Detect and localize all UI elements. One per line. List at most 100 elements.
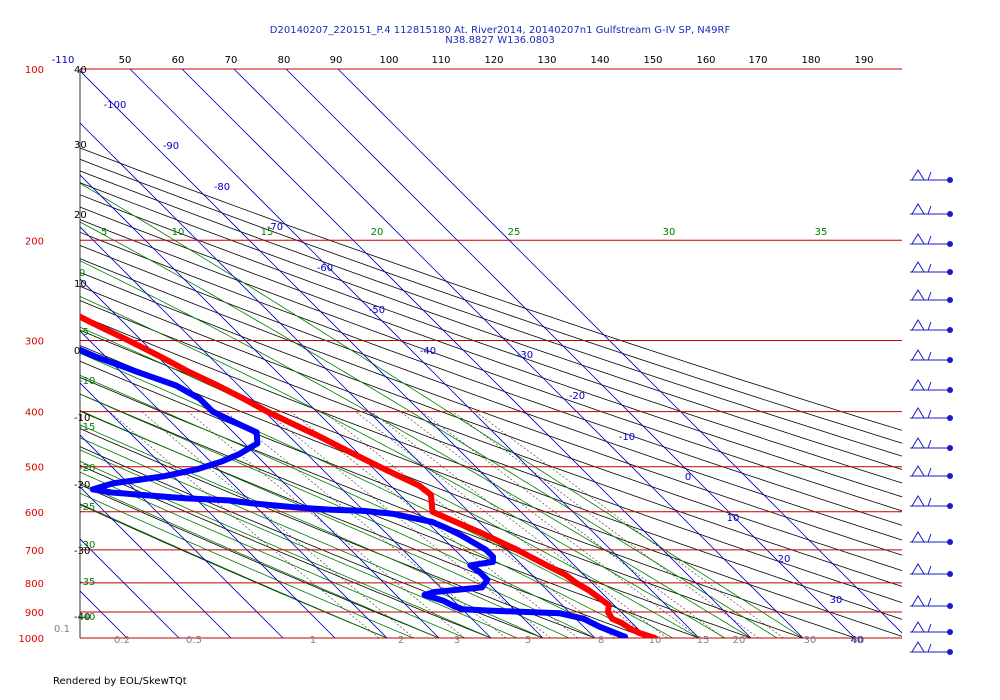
- top-axis-tick-label: 70: [225, 55, 238, 66]
- top-axis-tick-label: 60: [172, 55, 185, 66]
- moist-adiabat-line: [80, 482, 440, 638]
- dewpoint-point: [56, 338, 62, 344]
- dewpoint-point: [490, 554, 496, 560]
- top-axis-tick-label: 170: [748, 55, 767, 66]
- moist-adiabat-label: -15: [79, 422, 95, 433]
- moist-adiabat-line: [80, 260, 752, 638]
- temperature-point: [586, 587, 592, 594]
- dewpoint-point: [431, 589, 438, 595]
- isotherm-label: -80: [214, 182, 230, 193]
- dewpoint-point: [440, 597, 447, 604]
- dry-adiabat-line: [80, 271, 902, 572]
- isotherm-line: [80, 382, 336, 638]
- wind-barb: [910, 437, 953, 451]
- dry-adiabat-label: 0: [74, 346, 80, 357]
- temperature-point: [514, 547, 521, 553]
- temperature-trace: [80, 313, 658, 638]
- temperature-point: [475, 528, 481, 535]
- dry-adiabat-label: 40: [74, 65, 87, 76]
- dewpoint-point: [390, 511, 396, 517]
- isotherm-line: [337, 69, 902, 634]
- moist-adiabat-line: [80, 393, 622, 638]
- theta-e-label: 5: [101, 227, 107, 238]
- moist-adiabat-line: [80, 503, 388, 638]
- dewpoint-point: [451, 603, 458, 610]
- isotherm-label: 20: [778, 554, 791, 565]
- pressure-tick-label: 1000: [19, 634, 44, 645]
- mixing-ratio-line: [370, 411, 668, 638]
- temperature-point: [125, 337, 132, 344]
- dry-adiabat-line: [80, 147, 902, 431]
- dry-adiabat-line: [80, 484, 441, 638]
- top-axis-tick-label: 120: [484, 55, 503, 66]
- isotherm-line: [233, 69, 804, 638]
- dewpoint-point: [361, 508, 367, 514]
- moist-adiabat-line: [80, 424, 570, 638]
- dry-adiabat-line: [80, 258, 902, 556]
- dewpoint-point: [524, 609, 531, 615]
- mixing-ratio-label: 3: [454, 635, 460, 646]
- dewpoint-point: [236, 451, 243, 457]
- isotherm-label: -60: [317, 263, 333, 274]
- isotherm-label: -40: [420, 346, 436, 357]
- top-axis-tick-label: 160: [696, 55, 715, 66]
- wind-barb: [910, 349, 953, 363]
- temperature-point: [429, 509, 436, 515]
- temperature-point: [626, 625, 632, 631]
- dewpoint-point: [429, 519, 435, 525]
- temperature-point: [90, 320, 96, 327]
- dry-adiabat-label: 20: [74, 210, 87, 221]
- moist-adiabat-line: [80, 326, 700, 638]
- dewpoint-point: [108, 489, 115, 496]
- isotherm-label: -10: [619, 432, 635, 443]
- dewpoint-point: [253, 429, 260, 436]
- dewpoint-point: [295, 504, 302, 511]
- dewpoint-point: [421, 592, 428, 598]
- dry-adiabat-label: 10: [74, 279, 87, 290]
- chart-location: N38.8827 W136.0803: [445, 35, 555, 46]
- wind-barb: [910, 203, 953, 217]
- dewpoint-point: [484, 576, 491, 583]
- mixing-ratio-label: 5: [525, 635, 531, 646]
- dewpoint-point: [596, 623, 602, 630]
- isotherm-label: -30: [517, 350, 533, 361]
- isotherm-line: [80, 122, 596, 638]
- dewpoint-point: [580, 615, 587, 622]
- mixing-ratio-label: 40: [852, 635, 865, 646]
- isotherm-label: 40: [851, 635, 864, 646]
- mixing-ratio-label: 20: [733, 635, 746, 646]
- temperature-point: [429, 500, 435, 507]
- isotherm-line: [181, 69, 752, 638]
- wind-barb: [910, 531, 953, 545]
- dewpoint-point: [194, 466, 201, 473]
- wind-barb: [910, 621, 953, 635]
- dry-adiabat-line: [80, 194, 902, 484]
- pressure-tick-label: 800: [25, 579, 44, 590]
- wind-barb: [910, 289, 953, 303]
- temperature-point: [185, 368, 191, 375]
- dewpoint-point: [218, 458, 224, 465]
- temperature-point: [573, 580, 580, 586]
- dewpoint-point: [557, 610, 563, 617]
- temperature-point: [335, 443, 341, 449]
- wind-barb: [910, 379, 953, 393]
- chart-title: D20140207_220151_P.4 112815180 At. River…: [269, 25, 731, 36]
- footer-credit: Rendered by EOL/SkewTQt: [53, 676, 187, 687]
- top-axis-tick-label: 140: [590, 55, 609, 66]
- dry-adiabat-label: -30: [74, 546, 90, 557]
- isotherm-line: [0, 56, 35, 650]
- temperature-point: [416, 482, 423, 489]
- temperature-point: [11, 283, 17, 289]
- dry-adiabat-line: [80, 170, 902, 457]
- wind-barb: [910, 407, 953, 421]
- theta-e-label: 10: [172, 227, 185, 238]
- moist-adiabat-line: [80, 460, 492, 638]
- dry-adiabat-label: -40: [74, 612, 90, 623]
- mixing-ratio-line: [141, 411, 415, 638]
- moist-adiabat-label: -35: [79, 577, 95, 588]
- theta-e-label: 20: [371, 227, 384, 238]
- moist-adiabat-line: [80, 182, 804, 638]
- dry-adiabat-line: [80, 393, 701, 638]
- dewpoint-point: [442, 524, 449, 531]
- pressure-tick-label: 400: [25, 408, 44, 419]
